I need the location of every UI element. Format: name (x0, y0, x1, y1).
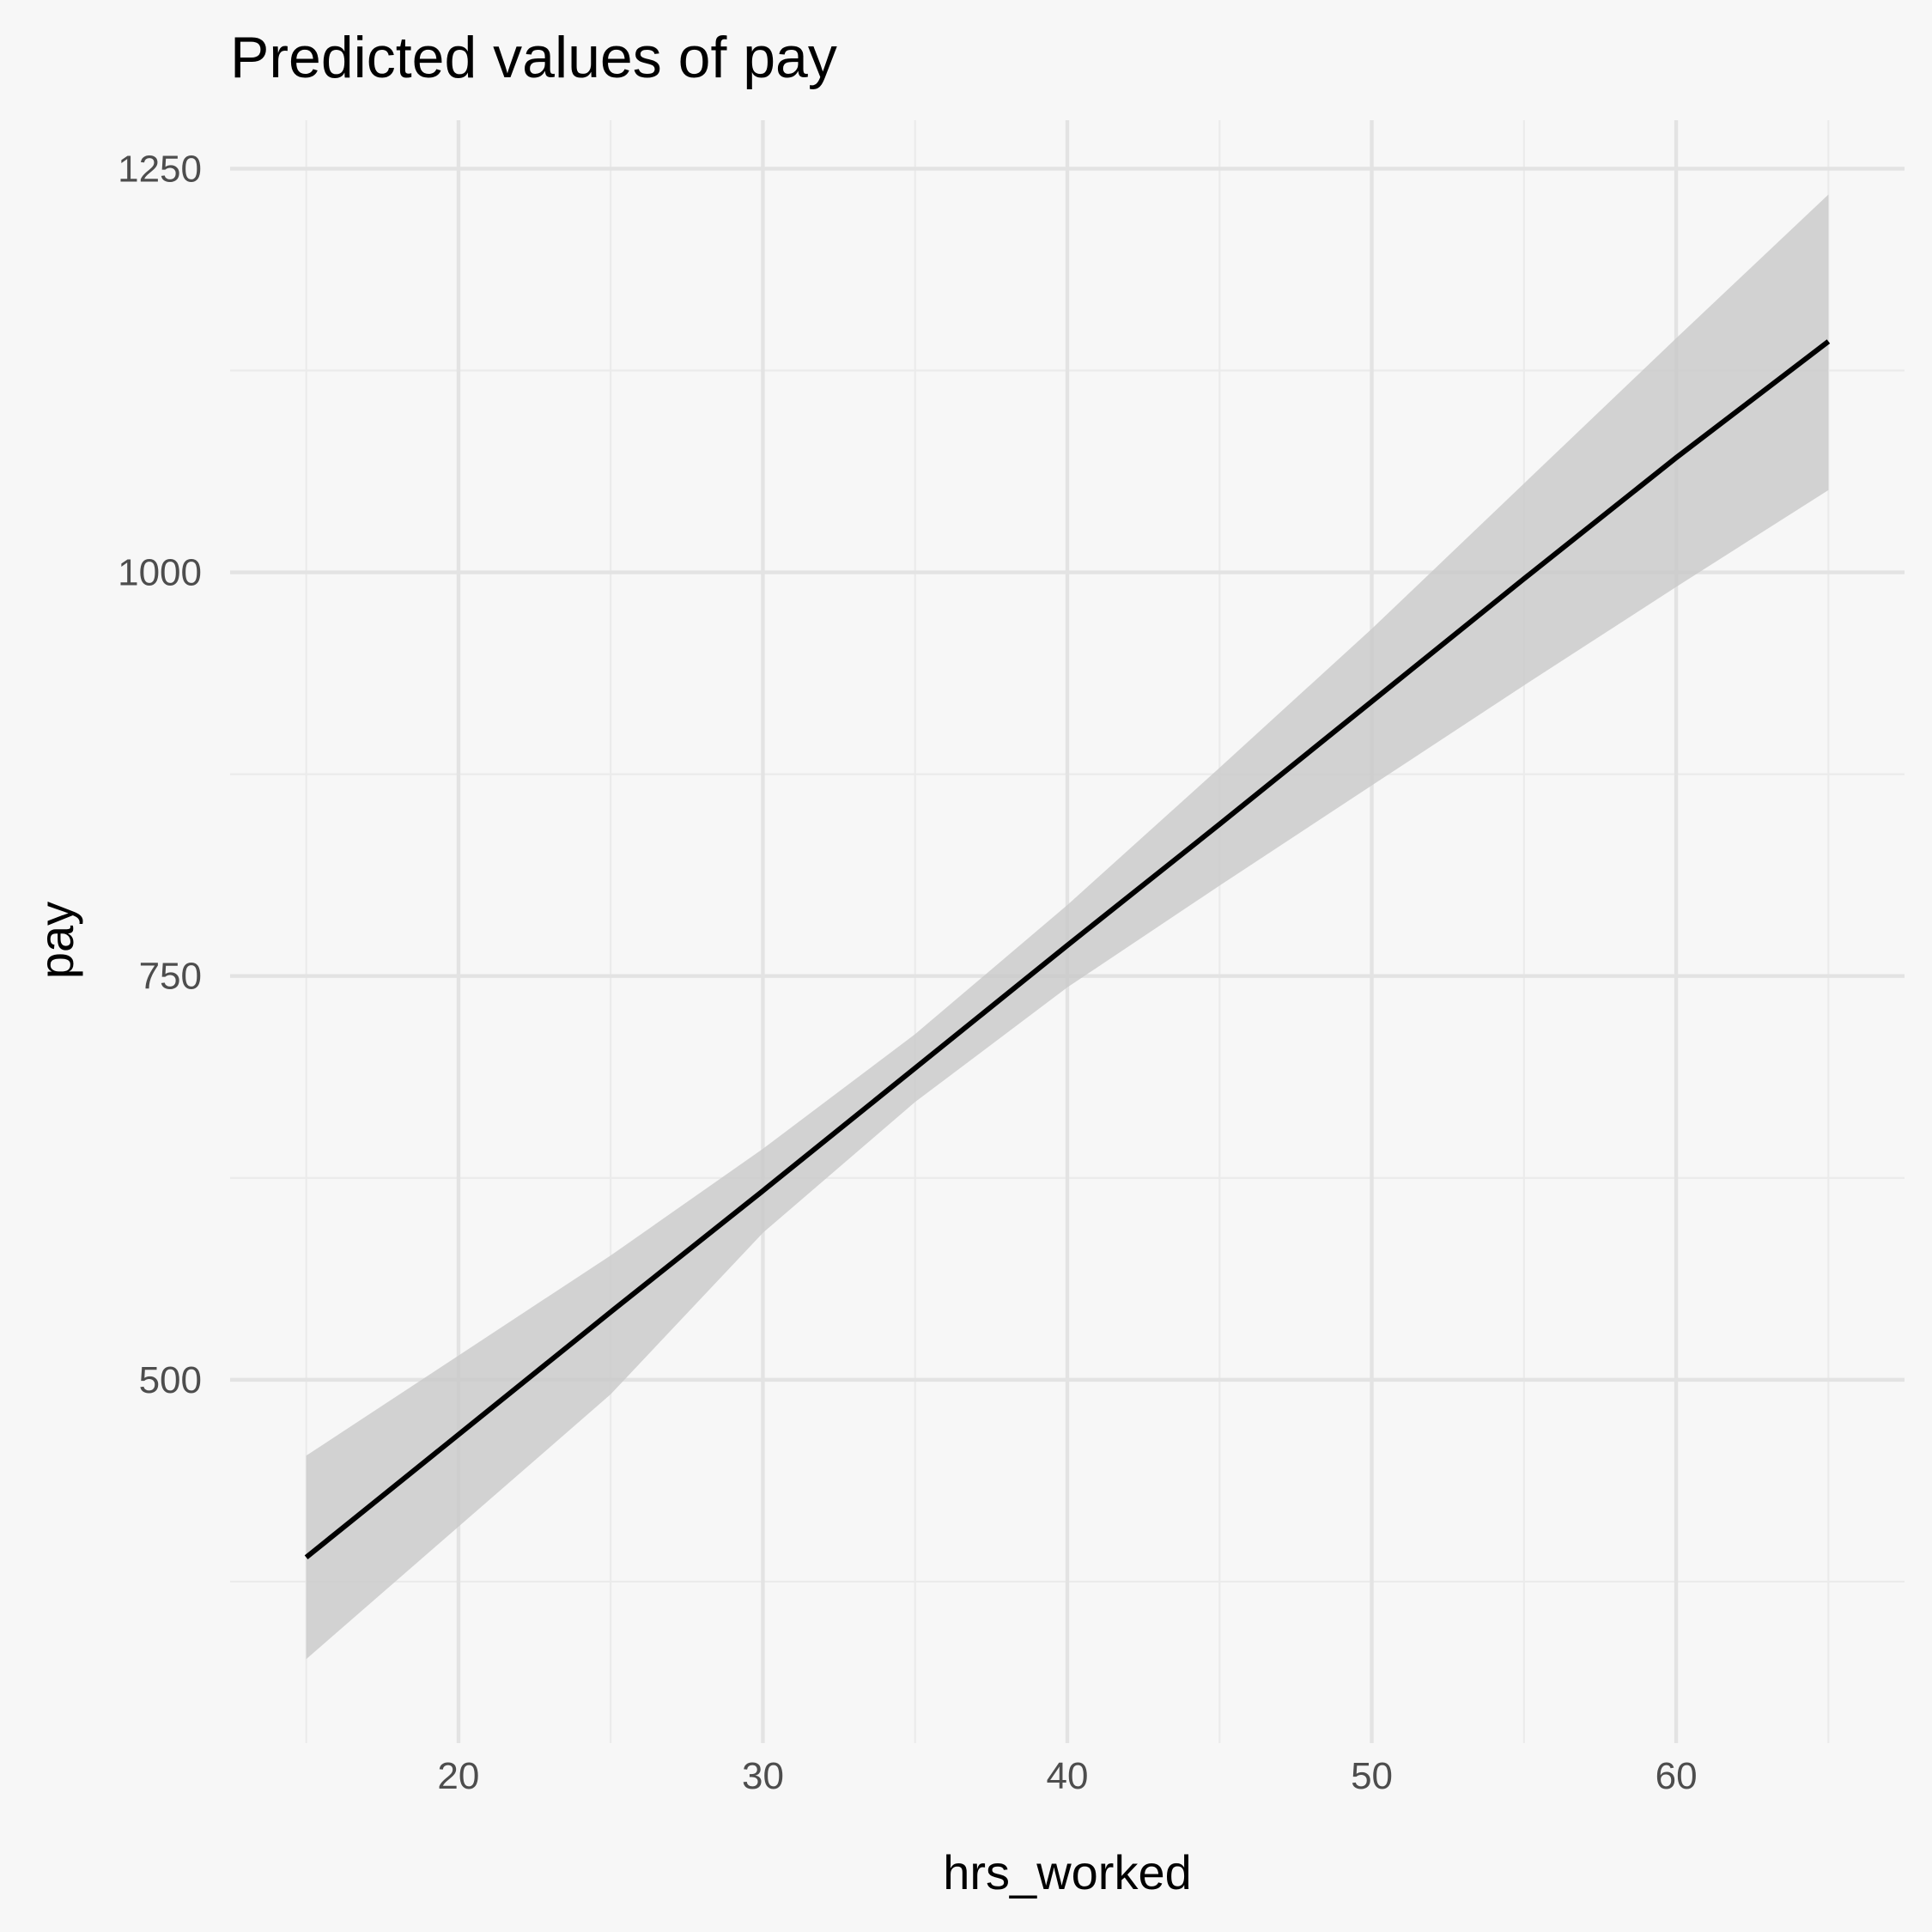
x-tick-label: 50 (1351, 1755, 1393, 1797)
plot-marks (304, 194, 1831, 1660)
x-tick-label: 30 (742, 1755, 784, 1797)
x-tick-label: 20 (437, 1755, 479, 1797)
x-tick-label: 60 (1656, 1755, 1698, 1797)
y-tick-label: 1250 (118, 148, 202, 190)
predicted-line (304, 339, 1831, 1560)
y-tick-label: 500 (139, 1359, 202, 1401)
y-tick-labels: 500 750 1000 1250 (118, 148, 202, 1400)
y-tick-label: 750 (139, 956, 202, 998)
y-axis-title: pay (29, 902, 83, 979)
x-tick-labels: 20 30 40 50 60 (437, 1755, 1697, 1797)
confidence-band (306, 194, 1829, 1660)
x-axis-title: hrs_worked (943, 1845, 1191, 1899)
y-tick-label: 1000 (118, 552, 202, 594)
x-tick-label: 40 (1047, 1755, 1089, 1797)
chart-title: Predicted values of pay (230, 25, 837, 90)
